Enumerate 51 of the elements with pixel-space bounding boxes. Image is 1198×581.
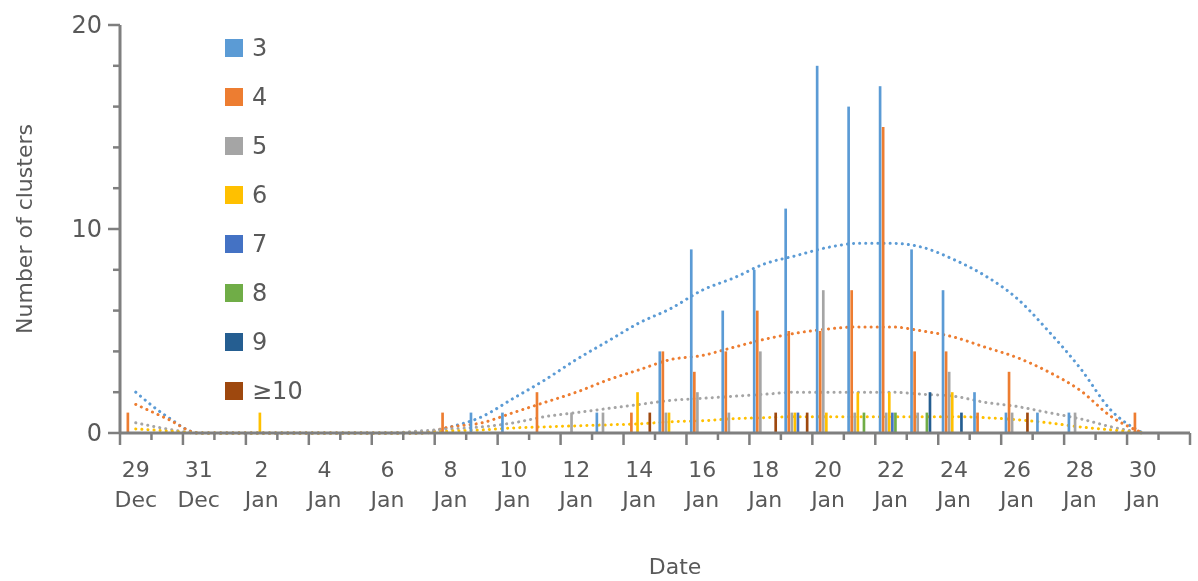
x-tick-label: 2 Jan — [242, 457, 279, 512]
bar — [887, 392, 891, 433]
legend-label: 6 — [252, 181, 268, 210]
bar — [960, 412, 963, 433]
y-tick-label: 0 — [86, 419, 102, 448]
bar — [759, 351, 762, 433]
legend-label: 8 — [252, 279, 268, 308]
legend-label: 3 — [252, 34, 268, 63]
y-axis-title: Number of clusters — [12, 124, 37, 334]
bar — [913, 351, 916, 433]
x-tick-label: 30 Jan — [1123, 457, 1160, 512]
bar — [1026, 412, 1029, 433]
bar — [501, 412, 504, 433]
x-tick-label: 26 Jan — [997, 457, 1034, 512]
bar — [950, 392, 954, 433]
legend-label: 4 — [252, 83, 268, 112]
y-tick-label: 10 — [71, 215, 102, 244]
x-tick-label: 29 Dec — [114, 457, 158, 512]
bar — [973, 392, 976, 433]
x-tick-label: 10 Jan — [494, 457, 531, 512]
x-tick-label: 24 Jan — [935, 457, 971, 512]
x-tick-label: 14 Jan — [620, 457, 657, 512]
x-tick-label: 12 Jan — [557, 457, 594, 512]
x-tick-label: 8 Jan — [431, 457, 468, 512]
bar — [910, 249, 913, 433]
bar — [630, 412, 633, 433]
bar — [884, 412, 888, 433]
x-tick-label: 20 Jan — [809, 457, 846, 512]
legend-label: 7 — [252, 230, 268, 259]
legend-label: 5 — [252, 132, 268, 161]
legend-label: 9 — [252, 328, 268, 357]
bar — [774, 412, 778, 433]
x-axis-title: Date — [648, 554, 702, 579]
x-tick-label: 28 Jan — [1060, 457, 1097, 512]
x-tick-label: 4 Jan — [305, 457, 342, 512]
x-tick-label: 6 Jan — [368, 457, 405, 512]
bar — [755, 310, 759, 433]
bar — [648, 412, 652, 433]
x-tick-label: 16 Jan — [683, 457, 720, 512]
bar — [853, 412, 857, 433]
y-tick-label: 20 — [71, 11, 102, 40]
bar — [1036, 412, 1039, 433]
bar — [916, 412, 920, 433]
legend-label: ≥10 — [252, 377, 303, 406]
x-tick-label: 22 Jan — [872, 457, 908, 512]
x-tick-label: 31 Dec — [177, 457, 220, 512]
bar — [693, 371, 696, 433]
bar — [721, 310, 725, 433]
bar — [947, 371, 951, 433]
bar — [976, 412, 979, 433]
x-tick-label: 18 Jan — [746, 457, 783, 512]
